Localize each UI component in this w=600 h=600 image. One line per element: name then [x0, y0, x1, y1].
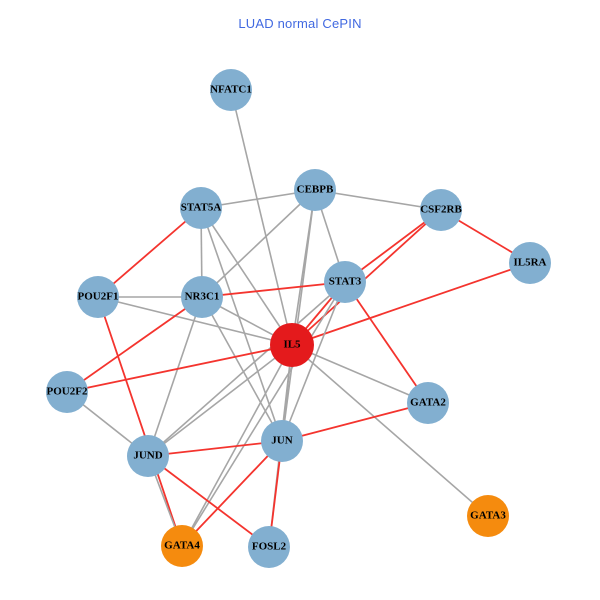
node-circle[interactable] — [161, 525, 203, 567]
graph-edge — [291, 209, 442, 346]
graph-node-pou2f2[interactable]: POU2F2 — [46, 371, 88, 413]
node-circle[interactable] — [180, 187, 222, 229]
node-label: GATA3 — [470, 510, 506, 522]
graph-node-jund[interactable]: JUND — [127, 435, 169, 477]
graph-edge — [201, 281, 346, 298]
node-circle[interactable] — [127, 435, 169, 477]
node-label: NFATC1 — [210, 84, 252, 96]
node-label: GATA4 — [164, 540, 200, 552]
graph-edge — [200, 207, 293, 346]
graph-edge — [201, 189, 316, 298]
node-circle[interactable] — [248, 526, 290, 568]
node-label: CEBPB — [297, 184, 334, 196]
graph-node-gata4[interactable]: GATA4 — [161, 525, 203, 567]
graph-edge — [97, 296, 293, 346]
graph-edge — [147, 296, 203, 457]
node-circle[interactable] — [420, 189, 462, 231]
node-circle[interactable] — [407, 382, 449, 424]
graph-node-stat3[interactable]: STAT3 — [324, 261, 366, 303]
graph-edge — [281, 189, 316, 442]
node-circle[interactable] — [261, 420, 303, 462]
graph-edge — [147, 455, 270, 548]
graph-edge — [230, 89, 293, 346]
graph-node-nfatc1[interactable]: NFATC1 — [210, 69, 252, 111]
node-label: JUN — [271, 435, 292, 447]
graph-edge — [97, 296, 183, 547]
graph-node-il5[interactable]: IL5 — [270, 323, 314, 367]
graph-node-gata2[interactable]: GATA2 — [407, 382, 449, 424]
edges-layer — [66, 89, 531, 548]
node-label: GATA2 — [410, 397, 446, 409]
graph-edge — [201, 296, 283, 442]
node-label: STAT5A — [181, 202, 222, 214]
node-circle[interactable] — [210, 69, 252, 111]
graph-node-il5ra[interactable]: IL5RA — [509, 242, 551, 284]
node-label: NR3C1 — [185, 291, 220, 303]
graph-node-fosl2[interactable]: FOSL2 — [248, 526, 290, 568]
graph-edge — [181, 281, 346, 547]
graph-edge — [147, 344, 293, 457]
node-circle[interactable] — [509, 242, 551, 284]
graph-node-csf2rb[interactable]: CSF2RB — [420, 189, 462, 231]
node-circle[interactable] — [77, 276, 119, 318]
graph-node-jun[interactable]: JUN — [261, 420, 303, 462]
graph-edge — [147, 281, 346, 457]
graph-edge — [181, 440, 283, 547]
node-circle[interactable] — [270, 323, 314, 367]
graph-edge — [66, 344, 293, 393]
graph-node-gata3[interactable]: GATA3 — [467, 495, 509, 537]
node-label: IL5RA — [513, 257, 546, 269]
graph-edge — [97, 207, 202, 298]
graph-node-stat5a[interactable]: STAT5A — [180, 187, 222, 229]
node-circle[interactable] — [181, 276, 223, 318]
node-label: POU2F1 — [78, 291, 119, 303]
graph-node-nr3c1[interactable]: NR3C1 — [181, 276, 223, 318]
node-label: POU2F2 — [47, 386, 88, 398]
node-circle[interactable] — [46, 371, 88, 413]
graph-edge — [314, 189, 442, 211]
page-title: LUAD normal CePIN — [238, 16, 362, 31]
graph-edge — [66, 296, 203, 393]
node-label: CSF2RB — [420, 204, 462, 216]
graph-edge — [344, 281, 429, 404]
node-label: JUND — [133, 450, 162, 462]
graph-edge — [281, 281, 346, 442]
node-label: STAT3 — [329, 276, 362, 288]
graph-edge — [200, 207, 283, 442]
node-circle[interactable] — [294, 169, 336, 211]
graph-node-pou2f1[interactable]: POU2F1 — [77, 276, 119, 318]
nodes-layer: NFATC1 CEBPB STAT5A CSF2RB IL5RA STAT3 POU2F1 N… — [46, 69, 551, 568]
node-label: IL5 — [283, 339, 301, 351]
node-circle[interactable] — [467, 495, 509, 537]
graph-edge — [147, 440, 283, 457]
graph-node-cebpb[interactable]: CEBPB — [294, 169, 336, 211]
graph-edge — [281, 402, 429, 442]
graph-edge — [291, 262, 531, 346]
node-circle[interactable] — [324, 261, 366, 303]
node-label: FOSL2 — [252, 541, 287, 553]
graph-edge — [291, 344, 429, 404]
graph-edge — [291, 344, 489, 517]
